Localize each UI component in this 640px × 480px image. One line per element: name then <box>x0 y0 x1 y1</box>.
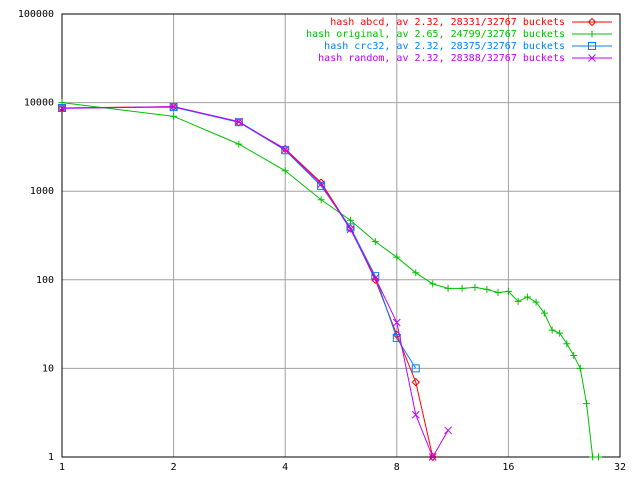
x-tick-label: 1 <box>59 462 65 473</box>
marker <box>556 329 564 337</box>
marker <box>444 284 452 292</box>
marker <box>371 275 380 285</box>
legend-label: hash original, av 2.65, 24799/32767 buck… <box>306 29 565 40</box>
y-tick-label: 10000 <box>24 98 54 109</box>
legend-label: hash crc32, av 2.32, 28375/32767 buckets <box>324 41 565 52</box>
marker <box>235 117 243 126</box>
marker <box>234 118 243 127</box>
x-tick-label: 8 <box>394 462 400 473</box>
marker <box>411 410 420 419</box>
legend-marker <box>588 42 596 50</box>
marker <box>532 298 540 306</box>
marker <box>444 426 452 435</box>
marker <box>281 167 289 175</box>
marker <box>523 293 531 301</box>
marker <box>548 326 556 334</box>
plot-border <box>61 13 621 458</box>
y-tick-label: 1000 <box>30 186 54 197</box>
marker <box>346 216 354 224</box>
legend-marker <box>588 30 596 38</box>
marker <box>583 400 591 408</box>
marker <box>595 453 603 461</box>
marker <box>346 225 355 234</box>
legend-marker <box>588 54 596 62</box>
y-tick-label: 10 <box>42 363 54 374</box>
marker <box>576 364 584 372</box>
marker <box>392 318 401 327</box>
marker <box>393 253 401 261</box>
marker <box>169 103 178 112</box>
marker <box>563 340 571 348</box>
marker <box>411 377 420 387</box>
marker <box>371 274 380 282</box>
marker <box>458 284 466 292</box>
y-tick-label: 100 <box>36 275 54 286</box>
marker <box>514 297 522 305</box>
marker <box>346 223 355 232</box>
marker <box>471 283 479 291</box>
x-tick-label: 16 <box>502 462 514 473</box>
marker <box>504 287 512 295</box>
marker <box>371 238 379 246</box>
marker <box>317 180 325 189</box>
legend-label: hash random, av 2.32, 28388/32767 bucket… <box>318 53 565 64</box>
legend-label: hash abcd, av 2.32, 28331/32767 buckets <box>330 17 565 28</box>
marker <box>428 453 437 461</box>
legend-marker <box>587 17 597 27</box>
marker <box>428 452 437 462</box>
marker <box>494 288 502 296</box>
marker <box>170 112 178 120</box>
marker <box>589 453 597 461</box>
marker <box>540 309 548 317</box>
series-line <box>62 102 599 457</box>
marker <box>429 280 437 288</box>
x-tick-label: 2 <box>171 462 177 473</box>
marker <box>235 140 243 148</box>
y-tick-label: 100000 <box>18 9 54 20</box>
marker <box>58 104 66 113</box>
marker <box>281 145 290 154</box>
marker <box>281 146 290 155</box>
marker <box>169 102 178 111</box>
marker <box>371 272 380 281</box>
marker <box>317 196 325 204</box>
marker <box>483 285 491 293</box>
marker <box>412 269 420 277</box>
x-tick-label: 32 <box>614 462 626 473</box>
marker <box>570 351 578 359</box>
marker <box>411 364 420 373</box>
y-tick-label: 1 <box>48 452 54 463</box>
x-tick-label: 4 <box>282 462 288 473</box>
